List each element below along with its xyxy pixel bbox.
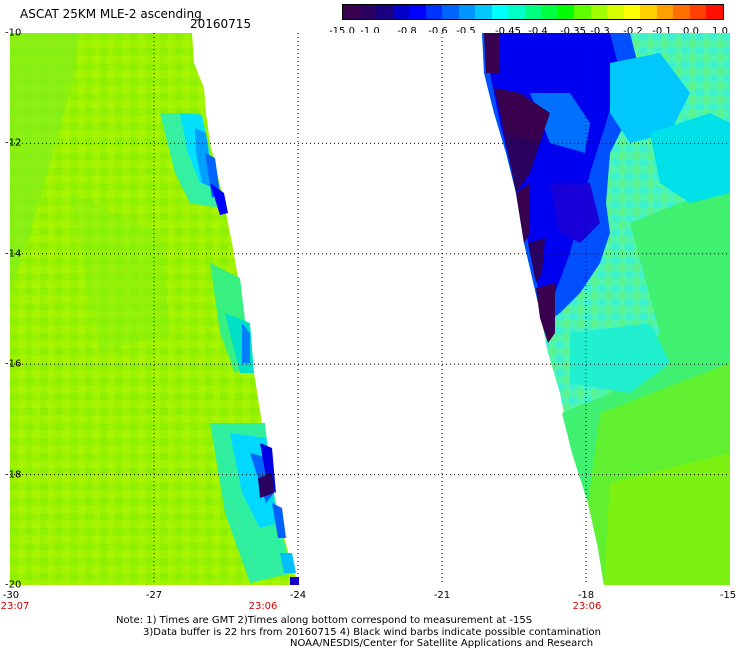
scatterometer-map bbox=[10, 33, 730, 585]
scale-label: -0.2 bbox=[623, 26, 643, 37]
color-swatch bbox=[673, 5, 690, 19]
scale-label: -0.4 bbox=[528, 26, 548, 37]
footnote-line-3: NOAA/NESDIS/Center for Satellite Applica… bbox=[290, 638, 594, 649]
color-swatch bbox=[557, 5, 575, 19]
color-swatch bbox=[607, 5, 624, 19]
color-swatch bbox=[524, 5, 542, 19]
color-swatch bbox=[425, 5, 443, 19]
lon-label: -24 bbox=[289, 590, 307, 601]
color-scale-labels: -15.0 -1.0 -0.8 -0.6 -0.5 -0.45 -0.4 -0.… bbox=[329, 26, 730, 38]
lat-label: -16 bbox=[5, 358, 22, 370]
lon-label: -30 bbox=[2, 590, 20, 601]
lon-label: -15 bbox=[719, 590, 737, 601]
scale-label: 1.0 bbox=[712, 26, 728, 37]
lat-label: -20 bbox=[5, 579, 22, 591]
color-swatch bbox=[656, 5, 674, 19]
color-swatch bbox=[376, 5, 393, 19]
color-swatch bbox=[640, 5, 657, 19]
color-swatch bbox=[574, 5, 591, 19]
map-title: ASCAT 25KM MLE-2 ascending bbox=[20, 7, 202, 21]
graticule bbox=[10, 33, 730, 585]
map-date: 20160715 bbox=[190, 17, 252, 31]
color-swatch bbox=[409, 5, 426, 19]
scale-label: -0.3 bbox=[590, 26, 610, 37]
lat-label: -10 bbox=[5, 27, 22, 39]
color-swatch bbox=[392, 5, 410, 19]
color-swatch bbox=[458, 5, 476, 19]
footnote-line-2: 3)Data buffer is 22 hrs from 20160715 4)… bbox=[143, 627, 601, 638]
color-swatch bbox=[491, 5, 509, 19]
color-swatch bbox=[689, 5, 707, 19]
right-swath bbox=[482, 33, 730, 585]
time-label: 23:07 bbox=[0, 601, 30, 612]
color-swatch bbox=[343, 5, 360, 19]
scale-label: -0.45 bbox=[495, 26, 521, 37]
scale-label: -0.35 bbox=[560, 26, 586, 37]
scale-label: 0.0 bbox=[683, 26, 699, 37]
scale-label: -1.0 bbox=[360, 26, 380, 37]
lat-label: -14 bbox=[5, 248, 22, 260]
time-label: 23:06 bbox=[248, 601, 278, 612]
color-scale-bar bbox=[342, 4, 724, 20]
scale-label: -15.0 bbox=[329, 26, 355, 37]
scale-label: -0.1 bbox=[652, 26, 672, 37]
lon-label: -18 bbox=[577, 590, 595, 601]
scale-label: -0.6 bbox=[428, 26, 448, 37]
left-swath bbox=[10, 33, 300, 585]
color-swatch bbox=[541, 5, 558, 19]
scale-label: -0.8 bbox=[397, 26, 417, 37]
color-swatch bbox=[590, 5, 608, 19]
color-swatch bbox=[475, 5, 492, 19]
scale-label: -0.5 bbox=[456, 26, 476, 37]
color-swatch bbox=[706, 5, 723, 19]
lat-label: -18 bbox=[5, 469, 22, 481]
footnote-line-1: Note: 1) Times are GMT 2)Times along bot… bbox=[116, 615, 533, 626]
lon-label: -21 bbox=[433, 590, 451, 601]
color-swatch bbox=[623, 5, 641, 19]
color-swatch bbox=[508, 5, 525, 19]
lat-label: -12 bbox=[5, 137, 22, 149]
color-swatch bbox=[442, 5, 459, 19]
lon-label: -27 bbox=[145, 590, 163, 601]
color-swatch bbox=[359, 5, 377, 19]
time-label: 23:06 bbox=[572, 601, 602, 612]
